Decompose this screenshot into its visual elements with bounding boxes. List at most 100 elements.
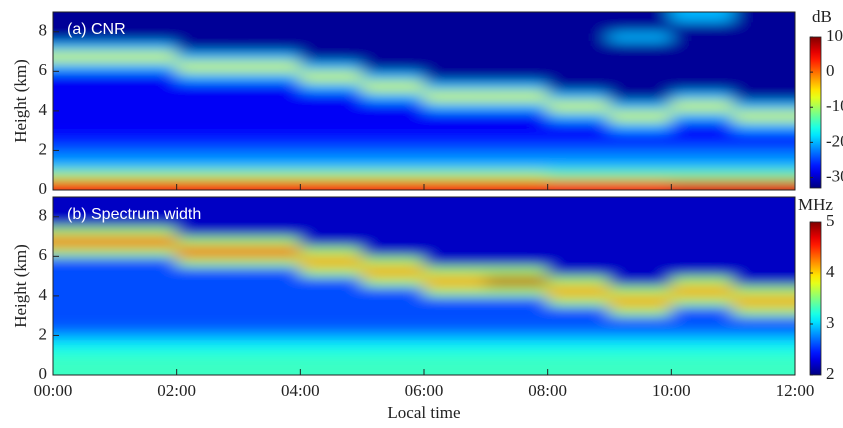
heatmap-cell <box>299 344 363 356</box>
heatmap-cell <box>547 31 610 43</box>
heatmap-cell <box>670 364 734 375</box>
heatmap-cell <box>361 159 425 171</box>
heatmap-cell <box>547 216 610 228</box>
y-tick-label: 8 <box>39 21 48 40</box>
heatmap-cell <box>361 295 425 307</box>
heatmap-cell <box>299 295 363 307</box>
heatmap-cell <box>361 169 425 181</box>
heatmap-cell <box>53 60 116 72</box>
y-axis-label: Height (km) <box>11 244 30 328</box>
heatmap-cell <box>485 120 549 132</box>
heatmap-cell <box>361 334 425 346</box>
heatmap-cell <box>423 275 487 287</box>
heatmap-cell <box>485 100 549 112</box>
heatmap-cell <box>670 60 734 72</box>
heatmap-cell <box>732 364 795 375</box>
heatmap-cell <box>423 197 487 208</box>
heatmap-cell <box>53 265 116 277</box>
heatmap-cell <box>547 60 610 72</box>
heatmap-cell <box>423 159 487 171</box>
heatmap-cell <box>547 51 610 62</box>
heatmap-cell <box>485 149 549 161</box>
heatmap-cell <box>547 149 610 161</box>
heatmap-cell <box>547 159 610 171</box>
heatmap-cell <box>114 236 178 247</box>
heatmap-cell <box>485 169 549 181</box>
heatmap-cell <box>299 216 363 228</box>
heatmap-cell <box>176 90 239 102</box>
heatmap-cell <box>238 325 301 336</box>
heatmap-cell <box>547 245 610 257</box>
heatmap-cell <box>609 31 672 43</box>
heatmap-cell <box>53 100 116 112</box>
heatmap-cell <box>299 325 363 336</box>
x-tick-label: 06:00 <box>405 381 444 400</box>
heatmap-cell <box>299 70 363 82</box>
heatmap-cell <box>238 334 301 346</box>
heatmap-cell <box>670 275 734 287</box>
heatmap-cell <box>361 315 425 327</box>
x-tick-label: 08:00 <box>528 381 567 400</box>
heatmap-cell <box>670 285 734 297</box>
plot-area <box>53 12 795 190</box>
heatmap-cell <box>238 90 301 102</box>
heatmap-cell <box>114 159 178 171</box>
heatmap-cell <box>423 325 487 336</box>
heatmap-cell <box>299 179 363 190</box>
heatmap-cell <box>609 364 672 375</box>
x-tick-label: 04:00 <box>281 381 320 400</box>
heatmap-cell <box>238 305 301 317</box>
heatmap-cell <box>609 51 672 62</box>
heatmap-cell <box>361 31 425 43</box>
heatmap-cell <box>485 60 549 72</box>
heatmap-cell <box>670 100 734 112</box>
heatmap-cell <box>485 236 549 247</box>
heatmap-cell <box>485 206 549 218</box>
heatmap-cell <box>423 80 487 92</box>
heatmap-cell <box>732 206 795 218</box>
heatmap-cell <box>547 120 610 132</box>
heatmap-cell <box>732 140 795 151</box>
heatmap-cell <box>114 140 178 151</box>
heatmap-cell <box>114 334 178 346</box>
heatmap-cell <box>299 51 363 62</box>
heatmap-cell <box>114 60 178 72</box>
heatmap-cell <box>485 305 549 317</box>
heatmap-cell <box>423 179 487 190</box>
heatmap-cell <box>609 100 672 112</box>
heatmap-cell <box>114 80 178 92</box>
heatmap-cell <box>114 149 178 161</box>
heatmap-cell <box>53 285 116 297</box>
heatmap-cell <box>485 51 549 62</box>
heatmap-cell <box>361 80 425 92</box>
heatmap-cell <box>114 31 178 43</box>
heatmap-cell <box>176 197 239 208</box>
y-axis-label: Height (km) <box>11 59 30 143</box>
heatmap-cell <box>361 245 425 257</box>
heatmap-cell <box>423 120 487 132</box>
heatmap-cell <box>547 80 610 92</box>
heatmap-cell <box>238 236 301 247</box>
heatmap-cell <box>238 179 301 190</box>
colorbar <box>809 221 822 376</box>
heatmap-cell <box>609 206 672 218</box>
x-tick-label: 00:00 <box>34 381 73 400</box>
heatmap-cell <box>53 12 116 23</box>
heatmap-cell <box>361 354 425 366</box>
heatmap-cell <box>176 295 239 307</box>
heatmap-cell <box>485 216 549 228</box>
heatmap-cell <box>114 325 178 336</box>
heatmap-cell <box>114 100 178 112</box>
heatmap-cell <box>299 245 363 257</box>
heatmap-cell <box>609 255 672 267</box>
heatmap-cell <box>485 110 549 122</box>
heatmap-cell <box>732 265 795 277</box>
heatmap-cell <box>732 245 795 257</box>
heatmap-cell <box>238 60 301 72</box>
heatmap-cell <box>732 179 795 190</box>
heatmap-cell <box>423 149 487 161</box>
heatmap-cell <box>176 226 239 238</box>
heatmap-cell <box>547 206 610 218</box>
heatmap-cell <box>53 325 116 336</box>
heatmap-cell <box>299 354 363 366</box>
